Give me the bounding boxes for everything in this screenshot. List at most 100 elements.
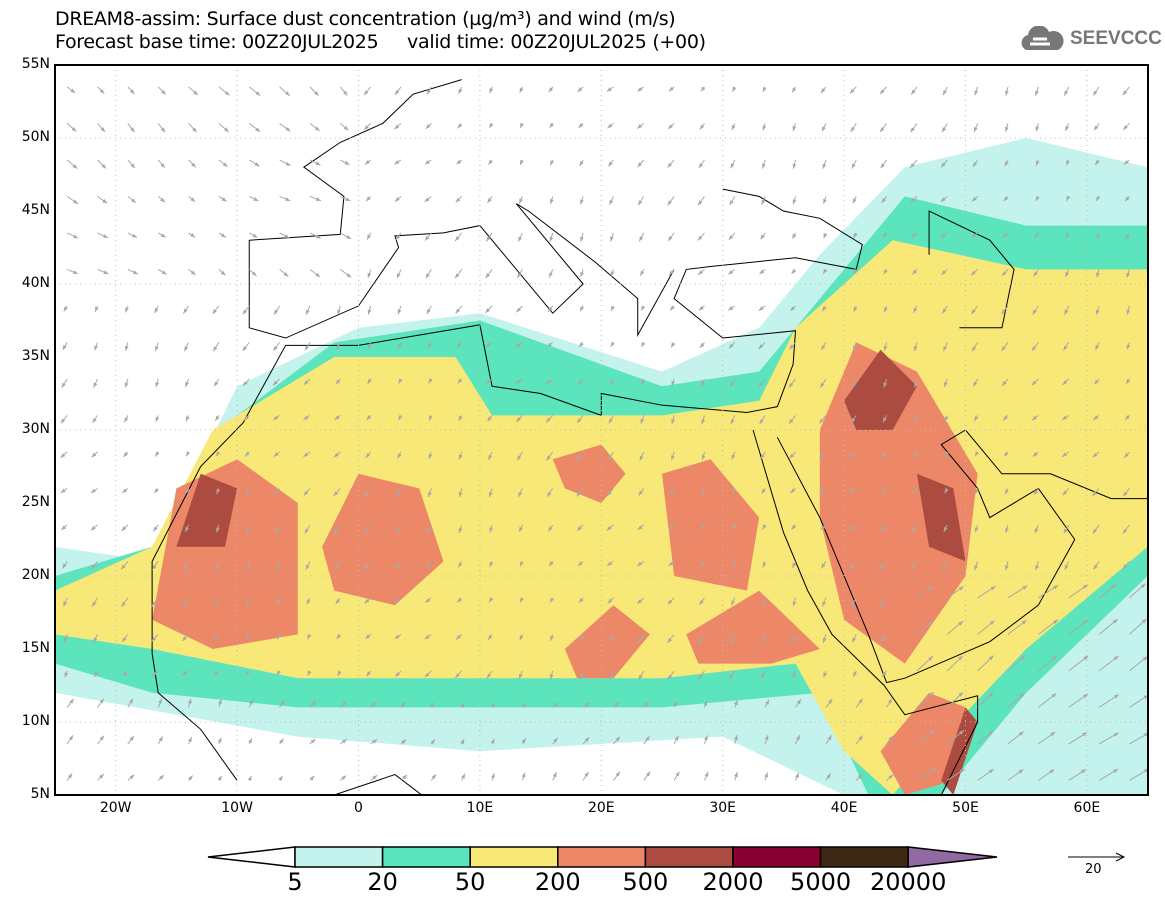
wind-arrow (242, 342, 250, 352)
wind-arrow (789, 451, 796, 459)
wind-arrow (667, 123, 675, 130)
wind-arrow (944, 488, 949, 494)
wind-arrow (365, 451, 372, 459)
wind-arrow (339, 123, 349, 131)
wind-arrow (217, 775, 223, 781)
wind-arrow (309, 775, 315, 781)
wind-arrow (94, 305, 99, 313)
wind-arrow (764, 699, 770, 708)
wind-arrow (1122, 488, 1130, 497)
wind-arrow (1062, 378, 1070, 386)
wind-arrow (732, 488, 737, 495)
wind-arrow (279, 269, 289, 277)
wind-arrow (609, 196, 614, 206)
wind-arrow (578, 123, 584, 129)
wind-arrow (790, 305, 796, 312)
wind-arrow (882, 232, 888, 238)
wind-arrow (1096, 269, 1100, 278)
wind-arrow (947, 586, 964, 599)
wind-arrow (667, 670, 675, 680)
wind-arrow (764, 734, 769, 745)
wind-arrow (1004, 123, 1009, 132)
wind-arrow (1002, 415, 1009, 421)
wind-arrow (430, 702, 435, 708)
wind-arrow (485, 269, 493, 279)
wind-arrow (1068, 768, 1087, 781)
wind-arrow (941, 269, 948, 276)
wind-arrow (758, 305, 766, 311)
wind-arrow (576, 415, 584, 424)
wind-arrow (637, 196, 645, 206)
wind-arrow (970, 269, 978, 276)
wind-arrow (607, 597, 614, 604)
wind-arrow (913, 305, 918, 314)
wind-arrow (461, 773, 466, 781)
wind-arrow (849, 524, 857, 531)
wind-arrow (339, 700, 348, 708)
wind-arrow (363, 524, 372, 534)
wind-arrow (669, 305, 675, 311)
wind-arrow (249, 195, 259, 202)
coastline (248, 203, 675, 339)
wind-arrow (336, 342, 341, 351)
wind-arrow (1092, 86, 1100, 96)
wind-arrow (1035, 561, 1039, 571)
wind-arrow (339, 775, 347, 781)
wind-arrow (279, 86, 291, 97)
wind-arrow (214, 415, 220, 422)
wind-arrow (367, 378, 372, 385)
wind-arrow (883, 342, 888, 351)
wind-arrow (880, 634, 887, 643)
wind-arrow (1061, 451, 1069, 458)
wind-arrow (792, 123, 797, 132)
wind-arrow (182, 305, 189, 314)
coastline (151, 188, 863, 654)
wind-arrow (181, 670, 189, 676)
wind-arrow (185, 415, 190, 422)
wind-arrow (911, 232, 918, 238)
wind-arrow (913, 342, 918, 352)
wind-arrow (946, 691, 964, 708)
wind-arrow (613, 736, 621, 745)
wind-arrow (667, 634, 675, 644)
wind-arrow (728, 305, 736, 311)
wind-arrow (154, 451, 160, 457)
wind-arrow (580, 196, 584, 205)
wind-arrow (516, 269, 523, 279)
cloud-icon (1021, 26, 1064, 50)
wind-arrow (762, 123, 767, 131)
wind-arrow (425, 597, 432, 603)
wind-arrow (339, 86, 348, 96)
wind-arrow (792, 159, 797, 169)
wind-arrow (974, 451, 980, 457)
wind-arrow (761, 488, 766, 494)
wind-arrow (516, 305, 523, 313)
wind-arrow (912, 269, 918, 275)
wind-arrow (304, 342, 311, 351)
wind-arrow (577, 378, 584, 385)
wind-arrow (1032, 305, 1039, 315)
wind-arrow (910, 123, 918, 133)
wind-arrow (394, 159, 402, 165)
wind-arrow (157, 268, 168, 275)
wind-arrow (1063, 342, 1070, 351)
latitude-label: 30N (21, 421, 50, 437)
wind-arrow (1005, 524, 1009, 533)
wind-arrow (395, 524, 402, 534)
wind-arrow (823, 196, 827, 205)
wind-arrow (521, 772, 526, 781)
wind-arrow (636, 560, 645, 567)
wind-arrow (916, 586, 933, 599)
wind-arrow (1065, 232, 1070, 239)
wind-arrow (245, 634, 250, 641)
wind-arrow (182, 597, 189, 607)
wind-arrow (880, 159, 887, 169)
wind-arrow (424, 159, 432, 165)
wind-arrow (547, 524, 554, 532)
wind-arrow (916, 768, 937, 781)
wind-arrow (667, 159, 675, 168)
wind-arrow (515, 341, 523, 348)
wind-arrow (184, 524, 189, 533)
wind-arrow (335, 378, 341, 385)
